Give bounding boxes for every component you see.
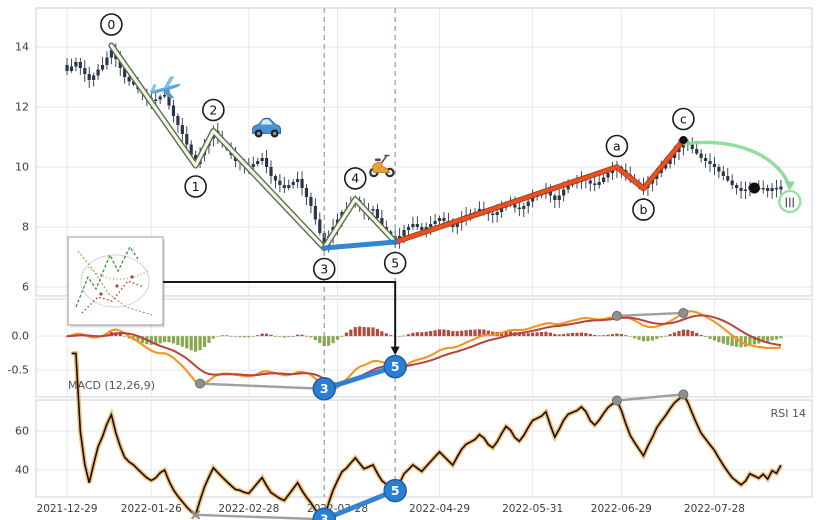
macd-divergence-line	[616, 311, 684, 318]
wave-circle-text: 5	[391, 359, 400, 374]
rsi-divergence-line	[195, 513, 325, 520]
wave-label-text: 5	[391, 255, 399, 270]
price-ytick-label: 14	[15, 41, 29, 54]
rsi-wave-circle-5	[383, 478, 407, 503]
wave-label-text: 4	[351, 171, 359, 186]
elliott-wave-lines	[108, 42, 687, 251]
wave-label-text: c	[680, 111, 687, 126]
airplane-icon	[149, 76, 181, 99]
price-dot-marker	[748, 182, 760, 194]
wave-label-text: b	[640, 202, 648, 217]
x-axis-labels: 2021-12-29 2022-01-26 2022-02-28 2022-03-28…	[37, 503, 745, 515]
fractal-inset-thumbnail[interactable]	[67, 236, 165, 328]
price-ytick-label: 10	[15, 161, 29, 174]
projection-arrow	[683, 140, 792, 190]
macd-ytick-label: 0.0	[12, 330, 30, 343]
inset-connector-arrow	[163, 281, 400, 356]
rsi-wave-circle-3	[312, 507, 336, 520]
macd-wave-circle-5	[383, 354, 407, 379]
wave-label-circle-5	[383, 251, 407, 275]
divergence-dot	[611, 395, 622, 406]
divergence-annotations	[190, 307, 689, 520]
rsi-ytick-label: 60	[15, 425, 29, 438]
x-tick-label: 2022-06-29	[591, 503, 652, 515]
macd-wave-circle-3	[312, 377, 336, 401]
wave-label-circle-4	[343, 167, 367, 190]
divergence-dot	[678, 307, 689, 318]
x-tick-label: 2022-01-26	[121, 503, 182, 515]
x-tick-label: 2022-04-29	[409, 503, 470, 515]
wave-label-text: 1	[192, 179, 200, 194]
wave-label-circle-3	[312, 257, 336, 281]
macd-histogram	[65, 326, 783, 352]
wave-label-text: 2	[209, 102, 217, 117]
price-ytick-label: 12	[15, 101, 29, 114]
price-ytick-label: 8	[22, 221, 29, 234]
wave-label-circle-1	[184, 175, 207, 198]
wave-number-labels: 0 1 2 3 4 5 a b c	[100, 13, 695, 281]
wave-circle-text: 3	[320, 381, 329, 396]
divergence-dot	[678, 389, 689, 400]
macd-line	[66, 310, 782, 392]
wave-target-circle	[778, 189, 802, 214]
macd-panel-grid: 0.0 -0.5	[8, 298, 813, 398]
x-tick-label: 2022-02-28	[218, 503, 279, 515]
rsi-divergence-line	[616, 393, 684, 402]
macd-signal-line	[66, 314, 782, 385]
divergence-dot	[195, 378, 206, 389]
wave-label-circle-2	[202, 98, 225, 122]
divergence-dot	[611, 310, 622, 321]
rsi-ytick-label: 40	[15, 463, 29, 476]
rsi-caption: RSI 14	[771, 407, 806, 420]
projection-arrowhead	[784, 181, 795, 191]
indicator-wave-markers: 3 5 3 5	[312, 354, 407, 520]
macd-caption: MACD (12,26,9)	[68, 379, 155, 392]
wave-label-circle-b	[632, 198, 655, 221]
macd-ytick-label: -0.5	[8, 363, 29, 376]
wave-label-circle-a	[605, 134, 629, 158]
wave-label-circle-0	[100, 13, 123, 36]
wave-label-text: 3	[320, 261, 328, 276]
macd-divergence-line	[200, 382, 325, 391]
wave-circle-text: 3	[320, 512, 329, 520]
wave-speed-icons	[149, 76, 395, 178]
price-ytick-label: 6	[22, 281, 29, 294]
car-icon	[252, 117, 281, 138]
wave-target-text: |||	[785, 197, 795, 208]
divergence-x-marker	[190, 510, 201, 520]
x-tick-label: 2021-12-29	[37, 503, 98, 515]
wave-circle-text: 5	[391, 483, 400, 498]
price-3-5-connector	[321, 239, 398, 251]
x-tick-label: 2022-07-28	[684, 503, 745, 515]
wave-label-text: a	[613, 138, 621, 153]
x-tick-label: 2022-05-31	[502, 503, 563, 515]
price-dot-marker	[679, 136, 688, 144]
scooter-icon	[369, 154, 395, 178]
wave-label-circle-c	[672, 107, 695, 131]
wave-label-text: 0	[107, 17, 115, 32]
rsi-line	[71, 352, 782, 520]
